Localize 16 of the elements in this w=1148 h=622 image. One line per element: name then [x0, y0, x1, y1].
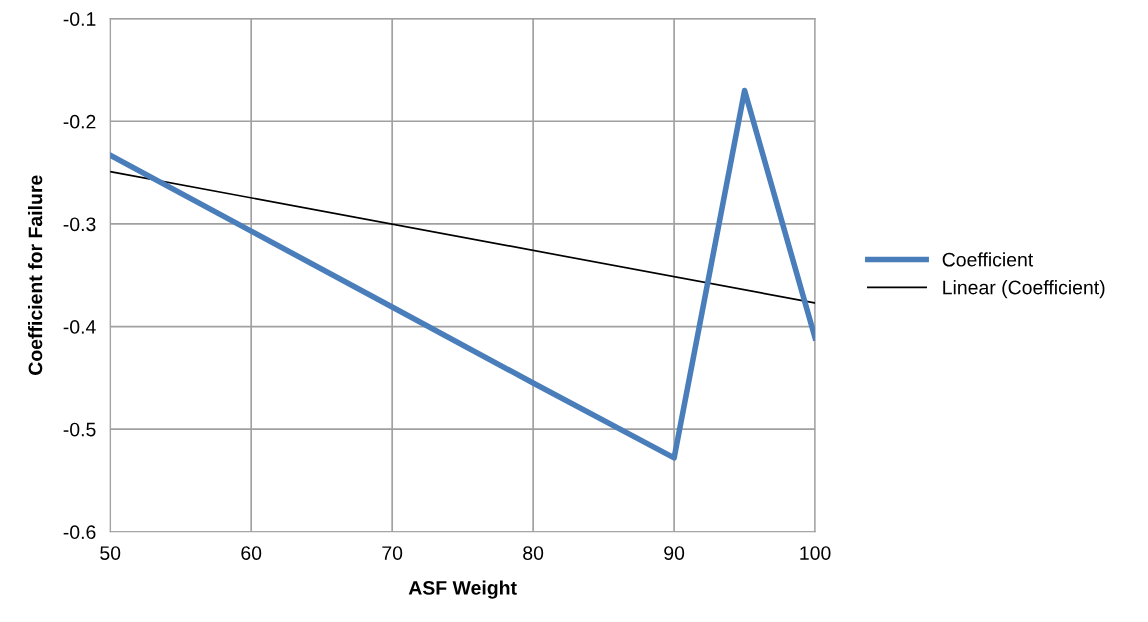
- x-tick-label: 80: [523, 546, 544, 560]
- y-tick-label: -0.2: [63, 114, 96, 129]
- x-axis-title: ASF Weight: [408, 580, 517, 599]
- y-tick-label: -0.6: [63, 525, 96, 540]
- x-tick-label: 50: [100, 546, 121, 560]
- legend-label: Coefficient: [942, 252, 1034, 267]
- x-tick-label: 60: [241, 546, 262, 560]
- y-tick-label: -0.3: [63, 217, 96, 232]
- y-axis-title: Coefficient for Failure: [28, 175, 43, 375]
- y-tick-label: -0.5: [63, 422, 96, 437]
- x-tick-label: 90: [664, 546, 685, 560]
- y-tick-label: -0.4: [63, 320, 96, 334]
- legend-label: Linear (Coefficient): [943, 280, 1105, 299]
- x-tick-label: 100: [800, 546, 831, 560]
- y-tick-label: -0.1: [63, 12, 96, 26]
- x-tick-label: 70: [382, 546, 403, 560]
